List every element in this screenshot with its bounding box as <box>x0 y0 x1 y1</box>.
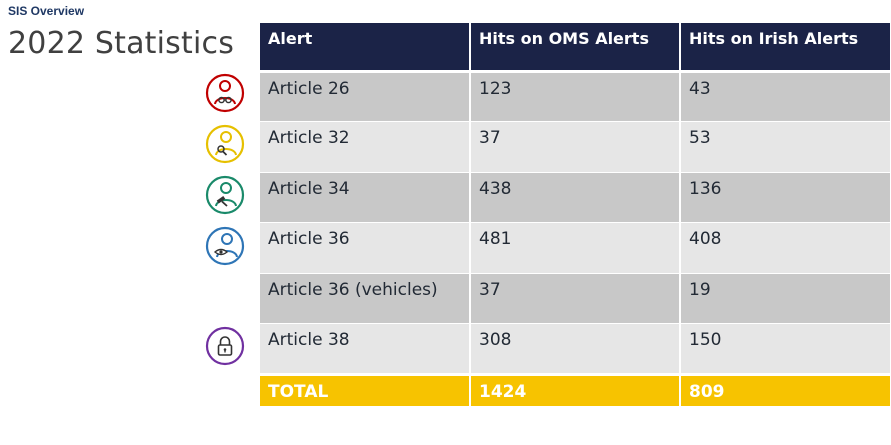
total-irish-hits: 809 <box>680 372 890 406</box>
person-magnifier-icon <box>205 124 245 164</box>
oms-hits-cell: 481 <box>470 222 681 274</box>
page-title: 2022 Statistics <box>8 26 235 61</box>
alert-cell: Article 38 <box>260 323 471 375</box>
table-row: Article 36 (vehicles) 37 19 <box>260 273 890 324</box>
oms-hits-cell: 308 <box>470 323 681 375</box>
alert-cell: Article 36 (vehicles) <box>260 273 471 324</box>
irish-hits-cell: 150 <box>680 323 890 375</box>
irish-hits-cell: 408 <box>680 222 890 274</box>
column-header-alert: Alert <box>260 23 471 73</box>
table-row: Article 38 308 150 <box>260 323 890 375</box>
padlock-icon <box>205 326 245 366</box>
alert-cell: Article 32 <box>260 121 471 173</box>
irish-hits-cell: 19 <box>680 273 890 324</box>
irish-hits-cell: 43 <box>680 71 890 122</box>
total-oms-hits: 1424 <box>470 372 681 406</box>
person-eye-icon <box>205 226 245 266</box>
column-header-oms-hits: Hits on OMS Alerts <box>470 23 681 73</box>
irish-hits-cell: 136 <box>680 172 890 223</box>
alert-cell: Article 34 <box>260 172 471 223</box>
column-header-irish-hits: Hits on Irish Alerts <box>680 23 890 73</box>
oms-hits-cell: 37 <box>470 121 681 173</box>
table-row: Article 26 123 43 <box>260 71 890 122</box>
person-handcuffs-icon <box>205 73 245 113</box>
total-row: TOTAL 1424 809 <box>260 372 890 406</box>
alert-cell: Article 26 <box>260 71 471 122</box>
total-label: TOTAL <box>260 372 471 406</box>
section-overline: SIS Overview <box>8 4 85 18</box>
alert-cell: Article 36 <box>260 222 471 274</box>
oms-hits-cell: 438 <box>470 172 681 223</box>
table-row: Article 36 481 408 <box>260 222 890 274</box>
oms-hits-cell: 37 <box>470 273 681 324</box>
table-row: Article 32 37 53 <box>260 121 890 173</box>
oms-hits-cell: 123 <box>470 71 681 122</box>
statistics-table: Alert Hits on OMS Alerts Hits on Irish A… <box>260 23 890 406</box>
table-header-row: Alert Hits on OMS Alerts Hits on Irish A… <box>260 23 890 73</box>
irish-hits-cell: 53 <box>680 121 890 173</box>
person-gavel-icon <box>205 175 245 215</box>
table-row: Article 34 438 136 <box>260 172 890 223</box>
